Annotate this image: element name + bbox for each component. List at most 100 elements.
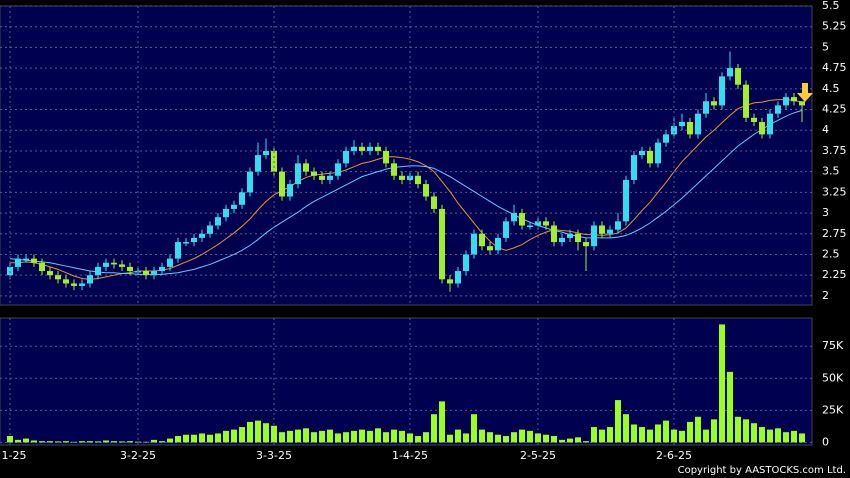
price-panel — [0, 5, 813, 306]
volume-bar — [711, 419, 717, 443]
volume-bar — [335, 433, 341, 443]
candle-body — [679, 121, 685, 127]
volume-bar — [175, 436, 181, 443]
candle-body — [79, 283, 85, 286]
candle-body — [207, 225, 213, 234]
candle-body — [47, 271, 53, 276]
volume-bar — [695, 416, 701, 443]
candle-body — [535, 221, 541, 226]
volume-bar — [551, 436, 557, 443]
volume-panel — [0, 317, 813, 446]
volume-bar — [415, 436, 421, 443]
candle-body — [87, 275, 93, 284]
x-tick-label: 3-3-25 — [256, 449, 292, 462]
volume-bar — [735, 416, 741, 443]
volume-bar — [287, 430, 293, 443]
candle-body — [383, 150, 389, 164]
candle-body — [95, 266, 101, 276]
candle-body — [615, 221, 621, 230]
volume-bar — [431, 414, 437, 443]
candle-body — [783, 97, 789, 106]
candle-body — [263, 150, 269, 156]
volume-bar — [535, 433, 541, 443]
candle-body — [311, 171, 317, 176]
y-tick-label: 75K — [822, 339, 844, 352]
volume-bar — [295, 429, 301, 443]
footer: Copyright by AASTOCKS.com Ltd. — [678, 465, 846, 476]
candle-body — [719, 76, 725, 106]
x-tick-label: 2-6-25 — [656, 449, 692, 462]
candle-body — [343, 150, 349, 164]
volume-bar — [567, 438, 573, 443]
y-tick-label: 5.5 — [822, 0, 840, 12]
volume-bar — [639, 427, 645, 443]
candle-body — [175, 242, 181, 259]
volume-bar — [231, 429, 237, 443]
candle-body — [791, 97, 797, 102]
volume-bar — [31, 440, 37, 443]
volume-bar — [71, 441, 77, 443]
volume-bar — [367, 430, 373, 443]
volume-bar — [167, 438, 173, 443]
candle-body — [215, 217, 221, 226]
volume-bar — [783, 432, 789, 443]
candle-body — [255, 155, 261, 172]
candle-body — [767, 113, 773, 135]
volume-bar — [135, 441, 141, 443]
volume-bar — [559, 439, 565, 443]
y-tick-label: 2.5 — [822, 247, 840, 260]
candle-body — [479, 233, 485, 247]
candle-body — [279, 171, 285, 197]
volume-bar — [775, 428, 781, 443]
y-tick-label: 3.75 — [822, 144, 847, 157]
volume-bar — [655, 424, 661, 443]
y-tick-label: 50K — [822, 371, 844, 384]
y-tick-label: 5.25 — [822, 20, 847, 33]
candle-body — [527, 225, 533, 227]
volume-bar — [23, 438, 29, 443]
plot-layer: 2 2.25 2.5 2.75 3 3.25 3.5 3.75 4 4.25 4.5 4.75 5 5.2… — [0, 0, 847, 462]
candle-body — [775, 105, 781, 114]
candle-body — [319, 175, 325, 180]
volume-bar — [79, 441, 85, 443]
volume-bar — [759, 427, 765, 443]
candle-body — [183, 242, 189, 244]
volume-bar — [607, 427, 613, 443]
candle-body — [511, 213, 517, 222]
volume-bar — [495, 434, 501, 443]
candle-body — [15, 258, 21, 267]
candle-body — [503, 221, 509, 238]
candle-body — [111, 262, 117, 265]
y-tick-label: 25K — [822, 403, 844, 416]
volume-bar — [191, 434, 197, 443]
volume-bar — [423, 432, 429, 443]
x-tick-label: 1-4-25 — [392, 449, 428, 462]
volume-bar — [463, 433, 469, 443]
y-tick-label: 4 — [822, 123, 829, 136]
volume-bar — [687, 421, 693, 443]
volume-bar — [303, 428, 309, 443]
candle-body — [191, 237, 197, 243]
volume-bar — [631, 424, 637, 443]
candle-body — [631, 155, 637, 180]
volume-bar — [623, 414, 629, 443]
volume-bar — [471, 414, 477, 443]
volume-bar — [375, 428, 381, 443]
volume-bar — [591, 427, 597, 443]
volume-bar — [247, 421, 253, 443]
y-tick-label: 3 — [822, 206, 829, 219]
candle-body — [711, 101, 717, 106]
candle-body — [559, 237, 565, 243]
candle-body — [583, 242, 589, 247]
volume-bar — [575, 437, 581, 443]
volume-bar — [215, 433, 221, 443]
x-tick-label: 3-2-25 — [120, 449, 156, 462]
candle-body — [463, 254, 469, 272]
marker-arrow — [797, 83, 813, 102]
volume-bar — [679, 430, 685, 443]
candle-body — [759, 121, 765, 135]
candle-body — [31, 258, 37, 263]
candle-body — [543, 221, 549, 226]
volume-bar — [751, 423, 757, 443]
candle-body — [439, 208, 445, 280]
